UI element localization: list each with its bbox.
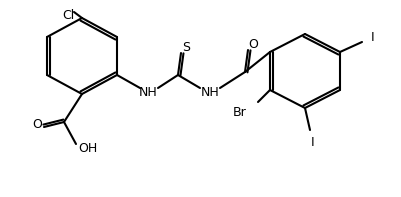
Text: S: S (182, 41, 190, 54)
Text: NH: NH (200, 85, 219, 98)
Text: O: O (248, 37, 258, 50)
Text: Cl: Cl (62, 8, 74, 21)
Text: OH: OH (78, 141, 97, 154)
Text: NH: NH (139, 85, 157, 98)
Text: I: I (371, 31, 375, 44)
Text: I: I (311, 136, 315, 149)
Text: O: O (32, 119, 42, 132)
Text: Br: Br (233, 106, 247, 119)
